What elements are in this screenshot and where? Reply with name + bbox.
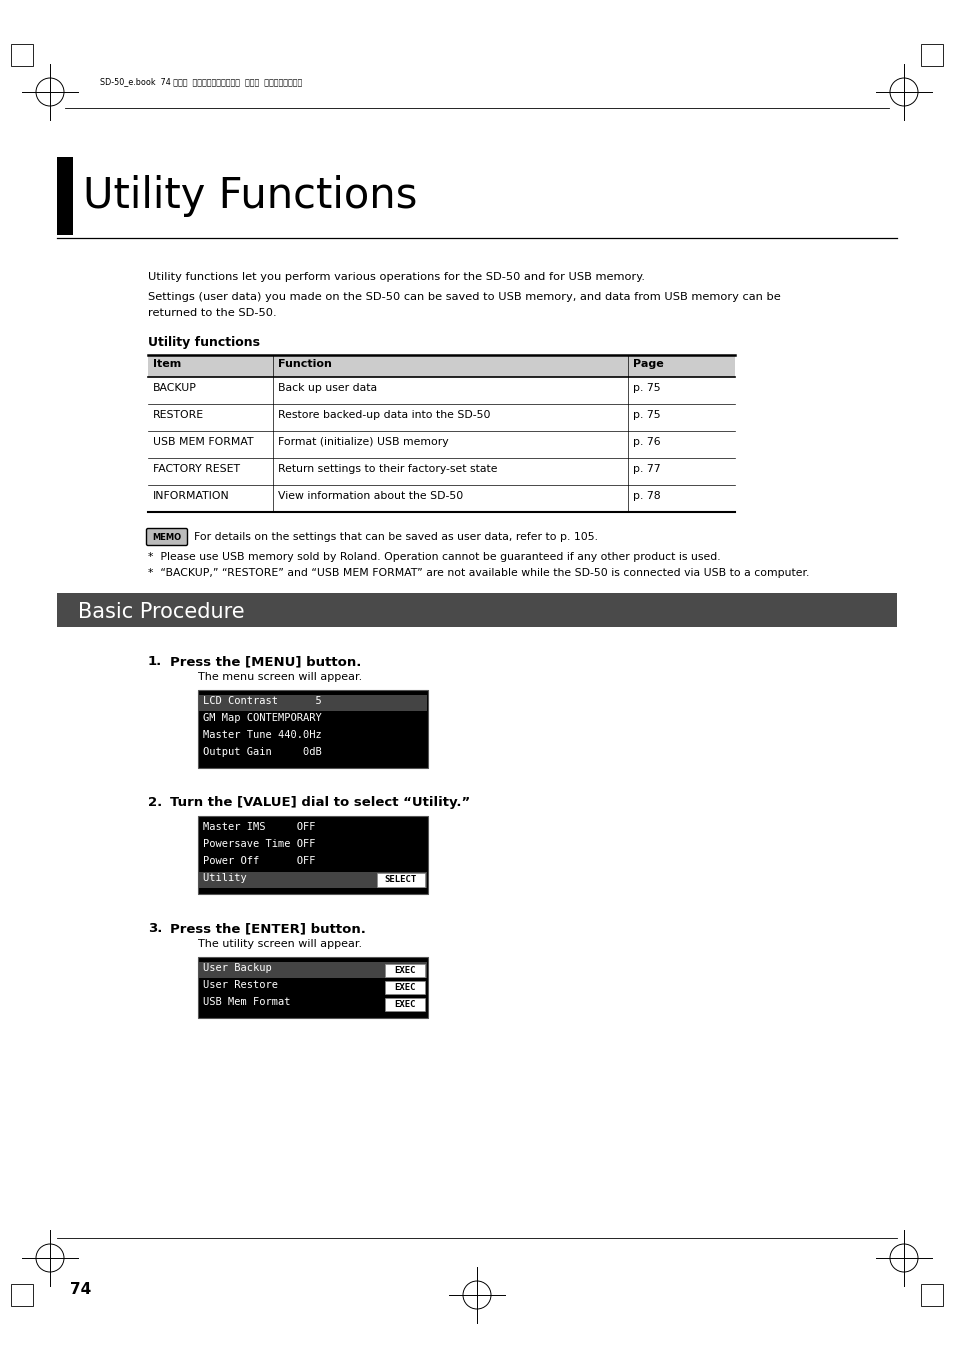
Text: USB Mem Format: USB Mem Format (203, 998, 291, 1007)
Text: Utility functions let you perform various operations for the SD-50 and for USB m: Utility functions let you perform variou… (148, 271, 644, 282)
Text: Utility: Utility (203, 873, 296, 883)
Bar (376, 873, 424, 887)
Text: For details on the settings that can be saved as user data, refer to p. 105.: For details on the settings that can be … (193, 532, 598, 541)
Text: Turn the [VALUE] dial to select “Utility.”: Turn the [VALUE] dial to select “Utility… (170, 796, 470, 809)
Bar (11, 45, 33, 66)
Text: FACTORY RESET: FACTORY RESET (152, 464, 240, 474)
Bar (385, 998, 424, 1011)
Text: Function: Function (277, 359, 332, 369)
Text: BACKUP: BACKUP (152, 383, 196, 393)
Text: p. 76: p. 76 (633, 437, 659, 447)
Text: Return settings to their factory-set state: Return settings to their factory-set sta… (277, 464, 497, 474)
Bar (920, 1284, 942, 1305)
Text: *  Please use USB memory sold by Roland. Operation cannot be guaranteed if any o: * Please use USB memory sold by Roland. … (148, 552, 720, 562)
Text: Settings (user data) you made on the SD-50 can be saved to USB memory, and data : Settings (user data) you made on the SD-… (148, 292, 780, 302)
Text: RESTORE: RESTORE (152, 410, 204, 420)
Text: USB MEM FORMAT: USB MEM FORMAT (152, 437, 253, 447)
Bar (57, 593, 896, 626)
Text: 74: 74 (70, 1282, 91, 1297)
Text: Page: Page (633, 359, 663, 369)
Text: Basic Procedure: Basic Procedure (78, 602, 244, 622)
Text: 3.: 3. (148, 922, 162, 936)
Bar (198, 815, 428, 894)
Text: Output Gain     0dB: Output Gain 0dB (203, 747, 321, 757)
Text: Press the [ENTER] button.: Press the [ENTER] button. (170, 922, 366, 936)
Bar (11, 1284, 33, 1305)
Text: INFORMATION: INFORMATION (152, 491, 230, 501)
Bar (198, 957, 428, 1018)
Bar (199, 872, 427, 888)
Text: EXEC: EXEC (394, 1000, 416, 1008)
Text: p. 78: p. 78 (633, 491, 659, 501)
Bar (385, 964, 424, 977)
FancyBboxPatch shape (147, 528, 188, 545)
Bar (199, 963, 427, 977)
Text: SELECT: SELECT (384, 876, 416, 884)
Bar (385, 981, 424, 994)
Text: MEMO: MEMO (152, 532, 181, 541)
Text: Format (initialize) USB memory: Format (initialize) USB memory (277, 437, 448, 447)
Text: *  “BACKUP,” “RESTORE” and “USB MEM FORMAT” are not available while the SD-50 is: * “BACKUP,” “RESTORE” and “USB MEM FORMA… (148, 568, 808, 578)
Text: Master Tune 440.0Hz: Master Tune 440.0Hz (203, 730, 321, 740)
Text: p. 75: p. 75 (633, 383, 659, 393)
Text: Utility functions: Utility functions (148, 336, 260, 350)
Text: User Restore: User Restore (203, 980, 291, 990)
Bar (148, 355, 734, 377)
Text: p. 75: p. 75 (633, 410, 659, 420)
Text: Master IMS     OFF: Master IMS OFF (203, 822, 315, 832)
Text: GM Map CONTEMPORARY: GM Map CONTEMPORARY (203, 713, 321, 724)
Text: The utility screen will appear.: The utility screen will appear. (198, 940, 362, 949)
Bar (198, 690, 428, 768)
Bar (920, 45, 942, 66)
Text: EXEC: EXEC (394, 967, 416, 975)
Text: 1.: 1. (148, 655, 162, 668)
Bar (199, 695, 427, 711)
Text: Utility Functions: Utility Functions (83, 176, 417, 217)
Text: Back up user data: Back up user data (277, 383, 376, 393)
Text: Press the [MENU] button.: Press the [MENU] button. (170, 655, 361, 668)
Text: p. 77: p. 77 (633, 464, 659, 474)
Text: The menu screen will appear.: The menu screen will appear. (198, 672, 362, 682)
Text: SD-50_e.book  74 ページ  ２０１０年１月２５日  月曜日  午前１０時５２分: SD-50_e.book 74 ページ ２０１０年１月２５日 月曜日 午前１０時… (100, 77, 302, 86)
Text: Restore backed-up data into the SD-50: Restore backed-up data into the SD-50 (277, 410, 490, 420)
Text: 2.: 2. (148, 796, 162, 809)
Text: User Backup: User Backup (203, 963, 291, 973)
Text: Powersave Time OFF: Powersave Time OFF (203, 838, 315, 849)
Text: Power Off      OFF: Power Off OFF (203, 856, 315, 865)
Text: LCD Contrast      5: LCD Contrast 5 (203, 697, 321, 706)
Text: Item: Item (152, 359, 181, 369)
Text: returned to the SD-50.: returned to the SD-50. (148, 308, 276, 319)
Bar (57, 157, 73, 235)
Text: View information about the SD-50: View information about the SD-50 (277, 491, 463, 501)
Text: EXEC: EXEC (394, 983, 416, 992)
